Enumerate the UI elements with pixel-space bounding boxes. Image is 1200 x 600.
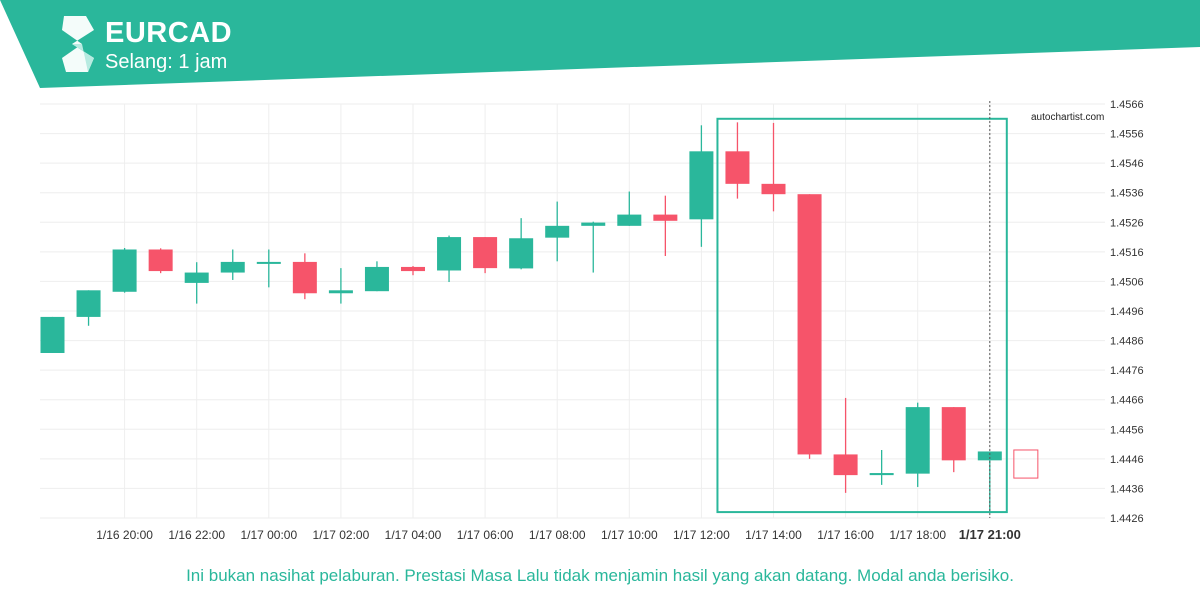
y-tick-label: 1.4506: [1110, 276, 1144, 288]
candle-body-bullish: [220, 261, 245, 273]
header-background: [0, 0, 1200, 88]
candle-body-bearish: [797, 194, 822, 455]
candle-body-bullish: [689, 151, 714, 220]
overlays: [716, 101, 1039, 518]
interval-label: Selang: 1 jam: [105, 51, 228, 73]
x-tick-label: 1/17 06:00: [457, 528, 514, 542]
candle-body-bullish: [977, 451, 1002, 461]
y-tick-label: 1.4516: [1110, 247, 1144, 259]
y-tick-label: 1.4426: [1110, 513, 1144, 525]
candle-body-bearish: [941, 407, 966, 461]
x-tick-label: 1/17 04:00: [385, 528, 442, 542]
y-tick-label: 1.4556: [1110, 129, 1144, 141]
candle-body-bearish: [401, 266, 425, 272]
candles: [40, 122, 1002, 513]
projected-candle: [1013, 449, 1039, 479]
autochartist-logo-icon: [62, 16, 94, 72]
y-tick-label: 1.4536: [1110, 188, 1144, 200]
candle-body-bullish: [869, 473, 894, 476]
y-tick-label: 1.4496: [1110, 306, 1144, 318]
candle-body-bullish: [364, 266, 389, 292]
candle-body-bullish: [581, 222, 606, 226]
y-tick-label: 1.4446: [1110, 454, 1144, 466]
candle-body-bullish: [184, 272, 209, 283]
candle-body-bullish: [509, 238, 534, 269]
candle-body-bullish: [905, 407, 930, 474]
x-tick-label-current: 1/17 21:00: [959, 527, 1021, 542]
candle-body-bearish: [725, 151, 750, 184]
x-tick-label: 1/17 08:00: [529, 528, 586, 542]
pattern-highlight-box: [716, 117, 1008, 514]
candle-body-bullish: [256, 261, 281, 264]
candle-body-bullish: [76, 290, 101, 317]
y-tick-label: 1.4486: [1110, 336, 1144, 348]
x-tick-label: 1/17 12:00: [673, 528, 730, 542]
candle-body-bullish: [545, 225, 570, 238]
symbol-title: EURCAD: [105, 17, 233, 49]
watermark: autochartist.com: [1031, 112, 1104, 123]
x-tick-label: 1/17 14:00: [745, 528, 802, 542]
x-tick-label: 1/17 02:00: [313, 528, 370, 542]
y-tick-label: 1.4466: [1110, 395, 1144, 407]
y-axis-ticks: 1.4426 1.4436 1.4446 1.4456 1.4466 1.4476 1.44…: [1110, 99, 1144, 525]
x-tick-label: 1/17 10:00: [601, 528, 658, 542]
y-tick-label: 1.4526: [1110, 217, 1144, 229]
candle-body-bearish: [761, 183, 786, 195]
candle-body-bearish: [833, 454, 858, 476]
x-tick-label: 1/16 22:00: [168, 528, 225, 542]
y-tick-label: 1.4456: [1110, 424, 1144, 436]
x-tick-label: 1/17 16:00: [817, 528, 874, 542]
candle-body-bullish: [328, 290, 353, 294]
candle-body-bearish: [148, 249, 173, 272]
x-tick-label: 1/17 00:00: [240, 528, 297, 542]
y-tick-label: 1.4566: [1110, 99, 1144, 111]
y-tick-label: 1.4546: [1110, 158, 1144, 170]
candle-body-bullish: [437, 237, 462, 271]
candle-body-bearish: [653, 214, 678, 221]
header-band: [0, 0, 1200, 88]
candle-body-bearish: [473, 237, 498, 269]
candle-body-bullish: [40, 316, 65, 353]
candle-body-bearish: [292, 261, 317, 294]
x-tick-label: 1/17 18:00: [889, 528, 946, 542]
candle-body-bullish: [617, 214, 642, 226]
candle-body-bullish: [112, 249, 137, 292]
x-tick-label: 1/16 20:00: [96, 528, 153, 542]
y-tick-label: 1.4436: [1110, 483, 1144, 495]
x-axis-ticks: 1/16 20:00 1/16 22:00 1/17 00:00 1/17 02:00…: [96, 527, 1021, 542]
grid-lines: [40, 103, 1105, 519]
y-tick-label: 1.4476: [1110, 365, 1144, 377]
disclaimer: Ini bukan nasihat pelaburan. Prestasi Ma…: [186, 566, 1014, 585]
